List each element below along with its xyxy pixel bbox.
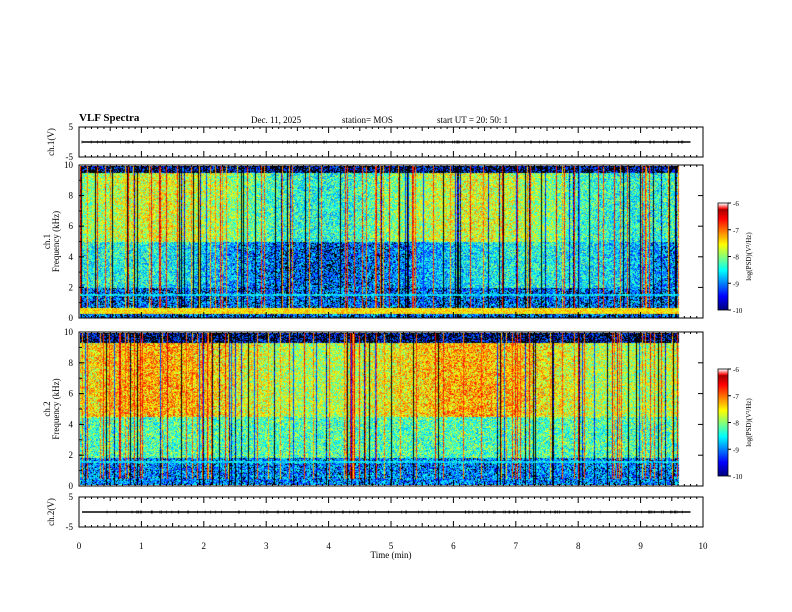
ch1-spectrogram-image (80, 166, 691, 318)
ch1-voltage-ytick-label: 5 (69, 122, 74, 132)
xtick-label: 3 (264, 541, 269, 551)
ch2-colorbar-frame (717, 368, 729, 477)
ch2-spectrogram-ytick-label: 8 (69, 358, 74, 368)
xtick-label: 5 (389, 541, 394, 551)
xtick-label: 1 (139, 541, 144, 551)
ch2-colorbar-tick-label: -8 (733, 420, 739, 428)
ch1-colorbar-tick-label: -9 (733, 280, 739, 288)
ch1-spectrogram-ylabel: ch.1 (42, 234, 52, 249)
xtick-label: 9 (638, 541, 643, 551)
ch1-colorbar-frame (717, 202, 729, 311)
xtick-label: 0 (77, 541, 82, 551)
ch2-spectrogram-ytick-label: 0 (69, 481, 74, 491)
ch1-spectrogram-ytick-label: 6 (69, 221, 74, 231)
ch1-spectrogram-ytick-label: 8 (69, 191, 74, 201)
ch1-colorbar-label: log(PSD)(V²/Hz) (745, 232, 753, 281)
ch2-spectrogram-ytick-label: 10 (64, 327, 74, 337)
ch1-spectrogram-frame (78, 164, 704, 319)
ch1-spectrogram-ytick-label: 4 (69, 252, 74, 262)
ch1-voltage-ytick-label: -5 (66, 152, 74, 162)
ch2-colorbar (718, 369, 728, 476)
ch1-spectrogram-ylabel: Frequency (kHz) (51, 211, 61, 272)
ch1-spectrogram-ytick-label: 10 (64, 160, 74, 170)
xtick-label: 7 (514, 541, 519, 551)
ch2-spectrogram-frame (78, 331, 704, 487)
ch2-voltage-ylabel: ch.2(V) (46, 498, 56, 526)
ch1-spectrogram-ytick-label: 2 (69, 282, 74, 292)
ch2-spectrogram-ylabel: Frequency (kHz) (51, 378, 61, 439)
ch1-colorbar (718, 203, 728, 310)
xtick-label: 10 (699, 541, 709, 551)
ch1-colorbar-tick-label: -6 (733, 200, 739, 208)
xtick-label: 8 (576, 541, 581, 551)
ch2-spectrogram-ylabel: ch.2 (42, 401, 52, 416)
ch2-spectrogram-ytick-label: 6 (69, 389, 74, 399)
xtick-label: 2 (202, 541, 207, 551)
ch1-voltage-ylabel: ch.1(V) (46, 128, 56, 156)
ch2-colorbar-tick-label: -7 (733, 393, 739, 401)
ch2-colorbar-tick-label: -9 (733, 446, 739, 454)
figure-title: VLF Spectra (79, 112, 140, 124)
ch2-voltage-ytick-label: 5 (69, 492, 74, 502)
start-time-label: start UT = 20: 50: 1 (437, 115, 509, 125)
ch2-colorbar-label: log(PSD)(V²/Hz) (745, 398, 753, 447)
ch2-spectrogram-image (80, 333, 691, 485)
ch1-colorbar-tick-label: -8 (733, 254, 739, 262)
ch2-colorbar-tick-label: -6 (733, 366, 739, 374)
ch1-colorbar-tick-label: -7 (733, 227, 739, 235)
date-label: Dec. 11, 2025 (251, 115, 302, 125)
xtick-label: 4 (326, 541, 331, 551)
station-label: station= MOS (342, 115, 393, 125)
ch2-colorbar-tick-label: -10 (733, 473, 743, 481)
ch1-spectrogram-ytick-label: 0 (69, 313, 74, 323)
ch2-spectrogram-ytick-label: 2 (69, 450, 74, 460)
xtick-label: 6 (451, 541, 456, 551)
ch2-voltage-ytick-label: -5 (66, 522, 74, 532)
ch1-colorbar-tick-label: -10 (733, 307, 743, 315)
xaxis-label: Time (min) (371, 550, 412, 560)
ch2-spectrogram-ytick-label: 4 (69, 419, 74, 429)
